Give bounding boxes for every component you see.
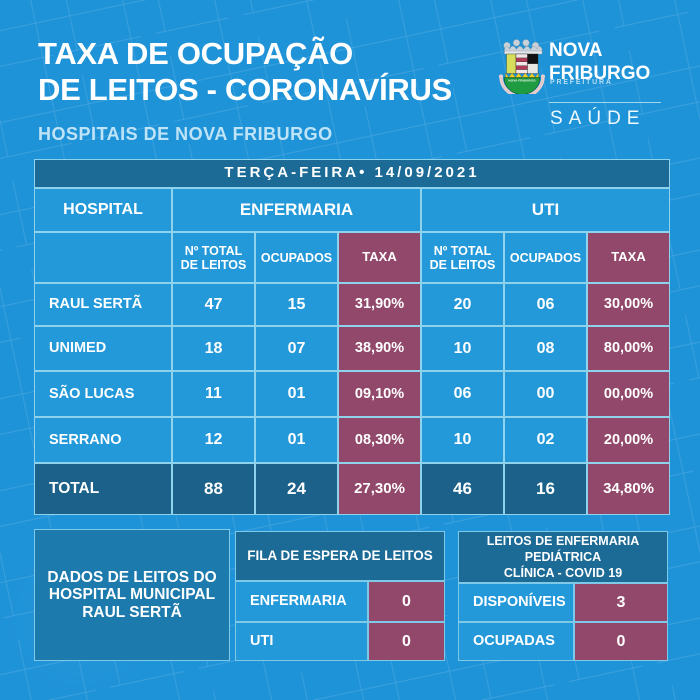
svg-text:NOVA FRIBURGO: NOVA FRIBURGO [508,78,536,82]
